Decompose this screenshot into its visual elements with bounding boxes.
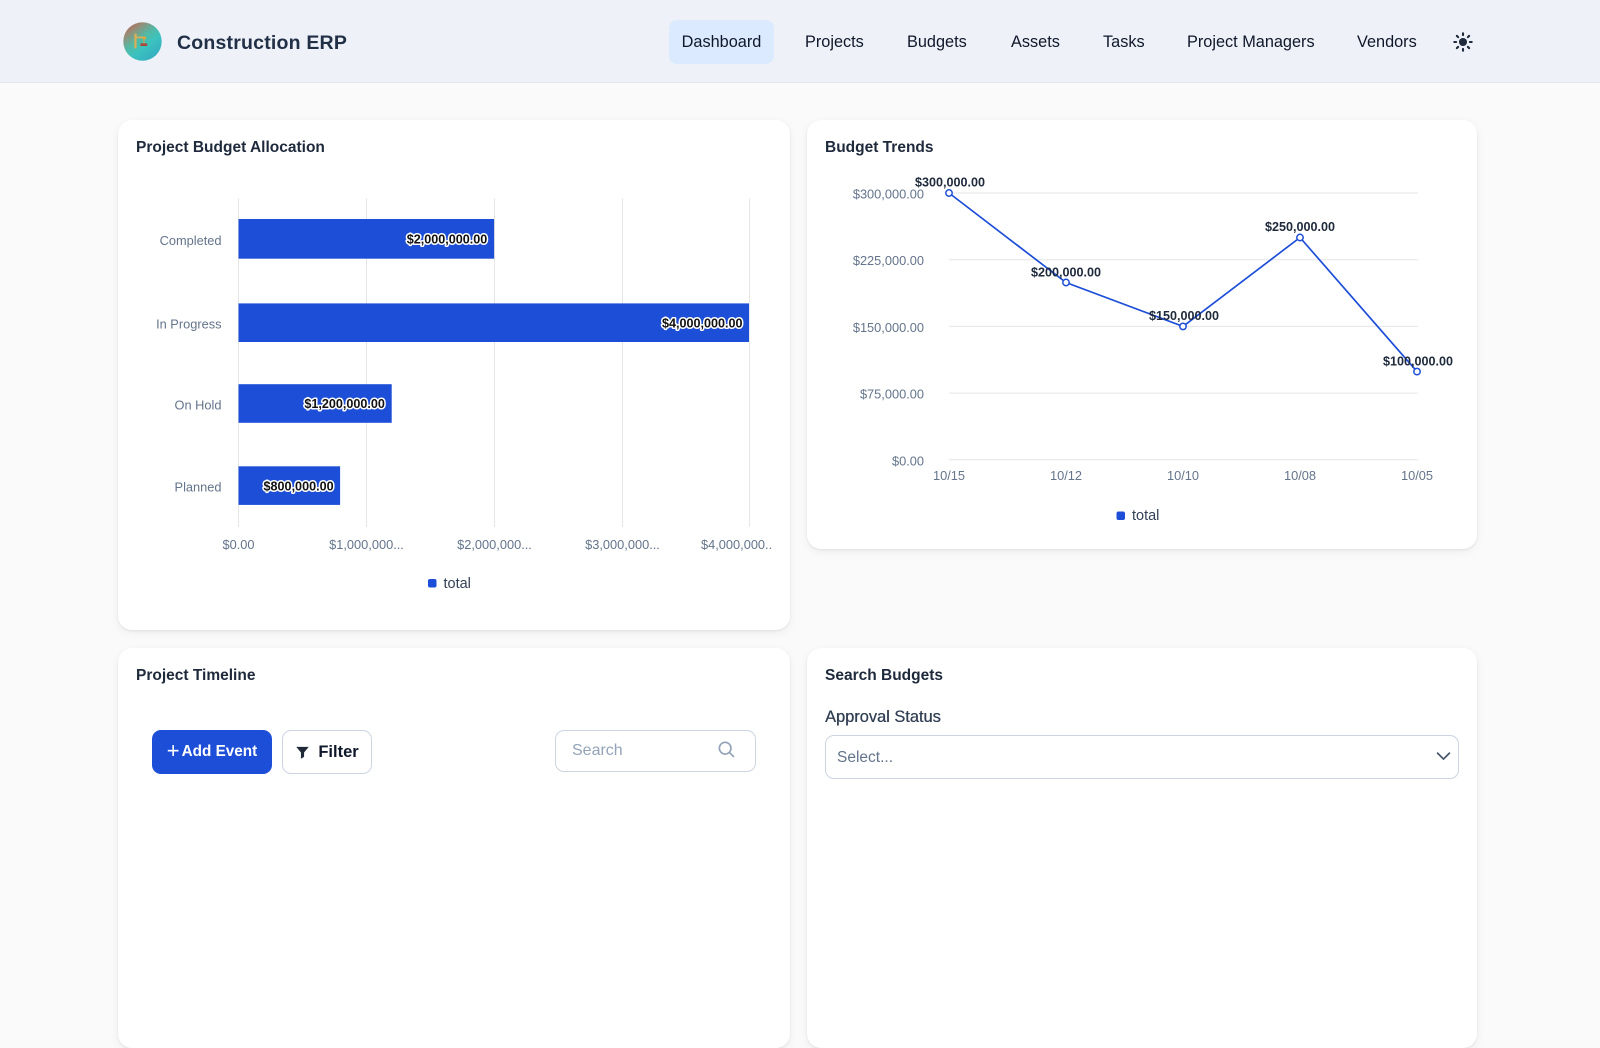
- svg-text:$0.00: $0.00: [892, 453, 924, 468]
- svg-text:10/12: 10/12: [1050, 468, 1082, 483]
- svg-text:$225,000.00: $225,000.00: [853, 253, 924, 268]
- svg-text:$100,000.00: $100,000.00: [1383, 354, 1453, 368]
- svg-text:$200,000.00: $200,000.00: [1031, 265, 1101, 279]
- svg-text:$2,000,000.00: $2,000,000.00: [407, 233, 488, 247]
- svg-text:$0.00: $0.00: [222, 537, 254, 552]
- svg-text:total: total: [1132, 508, 1159, 524]
- svg-text:10/15: 10/15: [933, 468, 965, 483]
- svg-text:10/08: 10/08: [1284, 468, 1316, 483]
- svg-text:$1,000,000...: $1,000,000...: [329, 537, 404, 552]
- svg-text:$300,000.00: $300,000.00: [915, 176, 985, 190]
- svg-text:$150,000.00: $150,000.00: [1149, 309, 1219, 323]
- svg-text:$4,000,000...: $4,000,000...: [701, 537, 776, 552]
- svg-text:$1,200,000.00: $1,200,000.00: [304, 397, 385, 411]
- svg-text:10/10: 10/10: [1167, 468, 1199, 483]
- svg-text:$800,000.00: $800,000.00: [264, 479, 334, 493]
- svg-text:On Hold: On Hold: [175, 398, 222, 413]
- svg-text:Planned: Planned: [175, 480, 222, 495]
- svg-text:$3,000,000...: $3,000,000...: [585, 537, 660, 552]
- svg-text:total: total: [444, 576, 471, 592]
- svg-text:$2,000,000...: $2,000,000...: [457, 537, 532, 552]
- svg-text:$4,000,000.00: $4,000,000.00: [662, 316, 743, 330]
- svg-text:Completed: Completed: [160, 233, 222, 248]
- svg-text:$150,000.00: $150,000.00: [853, 320, 924, 335]
- svg-text:In Progress: In Progress: [156, 317, 221, 332]
- svg-text:10/05: 10/05: [1401, 468, 1433, 483]
- svg-text:$75,000.00: $75,000.00: [860, 387, 924, 402]
- svg-text:$300,000.00: $300,000.00: [853, 187, 924, 202]
- svg-text:$250,000.00: $250,000.00: [1265, 220, 1335, 234]
